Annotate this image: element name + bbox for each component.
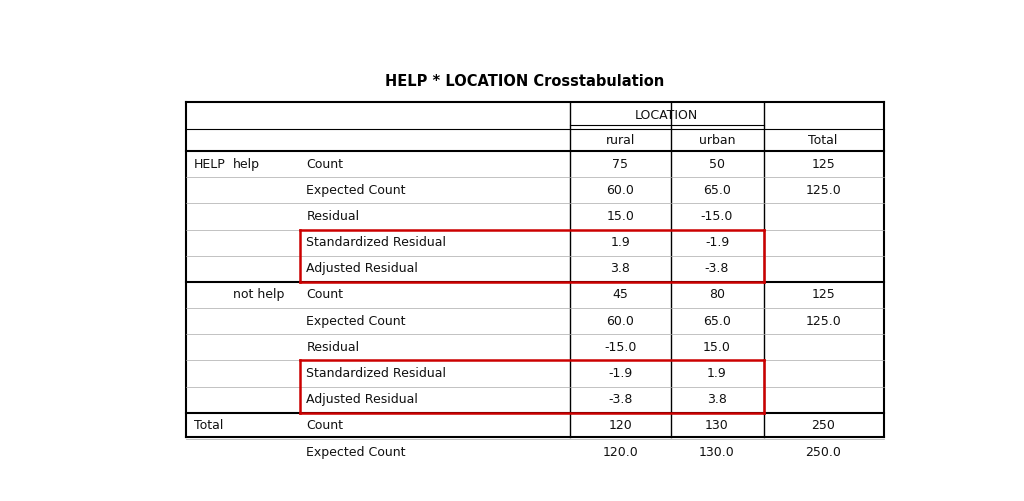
Text: 65.0: 65.0: [703, 315, 731, 328]
Text: 130.0: 130.0: [699, 445, 735, 458]
Text: 250.0: 250.0: [805, 445, 841, 458]
Text: 60.0: 60.0: [606, 315, 634, 328]
Text: Total: Total: [194, 419, 223, 432]
Text: urban: urban: [698, 134, 735, 147]
Text: 1.9: 1.9: [708, 367, 727, 380]
Text: 3.8: 3.8: [610, 263, 630, 275]
Text: Standardized Residual: Standardized Residual: [306, 367, 446, 380]
Text: Total: Total: [809, 134, 838, 147]
Text: LOCATION: LOCATION: [635, 109, 698, 122]
Text: Expected Count: Expected Count: [306, 315, 406, 328]
Text: Count: Count: [306, 158, 343, 170]
Text: rural: rural: [605, 134, 635, 147]
Text: 65.0: 65.0: [703, 184, 731, 197]
Text: help: help: [232, 158, 260, 170]
Text: not help: not help: [232, 289, 284, 302]
Text: 50: 50: [709, 158, 725, 170]
Text: 45: 45: [612, 289, 628, 302]
Text: 60.0: 60.0: [606, 184, 634, 197]
Text: Residual: Residual: [306, 210, 359, 223]
Text: 3.8: 3.8: [707, 393, 727, 406]
Text: Count: Count: [306, 419, 343, 432]
Text: 15.0: 15.0: [703, 341, 731, 354]
Text: 80: 80: [709, 289, 725, 302]
Text: Expected Count: Expected Count: [306, 184, 406, 197]
Text: Adjusted Residual: Adjusted Residual: [306, 393, 418, 406]
Text: 250: 250: [811, 419, 836, 432]
Text: 1.9: 1.9: [610, 236, 630, 249]
Text: 125.0: 125.0: [805, 315, 841, 328]
Text: -3.8: -3.8: [608, 393, 632, 406]
Text: -1.9: -1.9: [608, 367, 632, 380]
Text: Count: Count: [306, 289, 343, 302]
Text: 15.0: 15.0: [606, 210, 634, 223]
Text: HELP: HELP: [194, 158, 225, 170]
Text: -3.8: -3.8: [705, 263, 729, 275]
Text: 125: 125: [811, 289, 835, 302]
Text: HELP * LOCATION Crosstabulation: HELP * LOCATION Crosstabulation: [385, 74, 665, 89]
Text: Standardized Residual: Standardized Residual: [306, 236, 446, 249]
Text: -15.0: -15.0: [700, 210, 733, 223]
Text: 120.0: 120.0: [602, 445, 638, 458]
Text: -1.9: -1.9: [705, 236, 729, 249]
Text: 125: 125: [811, 158, 835, 170]
Text: Adjusted Residual: Adjusted Residual: [306, 263, 418, 275]
Text: 130: 130: [706, 419, 729, 432]
Text: 120: 120: [608, 419, 632, 432]
Text: -15.0: -15.0: [604, 341, 636, 354]
Text: Expected Count: Expected Count: [306, 445, 406, 458]
Text: 75: 75: [612, 158, 628, 170]
Text: 125.0: 125.0: [805, 184, 841, 197]
Text: Residual: Residual: [306, 341, 359, 354]
